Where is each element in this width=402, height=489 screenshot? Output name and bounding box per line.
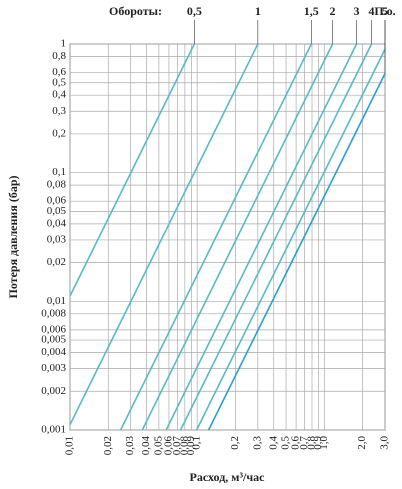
- y-tick-label: 0,6: [52, 66, 66, 78]
- series-label: 2: [330, 4, 336, 18]
- y-tick-label: 0,005: [41, 334, 66, 346]
- x-tick-label: 0,03: [124, 436, 136, 456]
- series-label: 3: [353, 4, 359, 18]
- x-tick-label: 1,0: [318, 436, 330, 450]
- x-tick-label: 0,01: [64, 436, 76, 455]
- y-tick-label: 0,5: [52, 76, 66, 88]
- x-tick-label: 0,06: [162, 436, 174, 456]
- series-label-title: Обороты:: [109, 4, 162, 18]
- y-tick-label: 0,2: [52, 127, 66, 139]
- series-label: П.о.: [374, 4, 395, 18]
- y-tick-label: 0,05: [47, 205, 67, 217]
- y-axis-title: Потеря давления (бар): [6, 175, 20, 298]
- y-tick-label: 0,08: [47, 179, 67, 191]
- plot-frame: [69, 43, 386, 431]
- y-tick-label: 0,01: [47, 295, 66, 307]
- y-tick-label: 0,04: [47, 217, 67, 229]
- x-tick-label: 0,8: [306, 436, 318, 450]
- x-tick-label: 0,2: [229, 436, 241, 450]
- x-tick-label: 0,3: [251, 436, 263, 450]
- y-tick-label: 0,001: [41, 424, 66, 436]
- x-tick-label: 0,6: [290, 436, 302, 450]
- series-line: [179, 43, 373, 431]
- series-line: [69, 43, 259, 426]
- y-tick-label: 0,003: [41, 362, 66, 374]
- y-tick-label: 0,002: [41, 385, 66, 397]
- series-label: 4: [369, 4, 375, 18]
- series-label: 1,5: [304, 4, 319, 18]
- x-tick-label: 0,05: [152, 436, 164, 456]
- series-label: 5: [382, 4, 388, 18]
- x-tick-label: 0,7: [298, 436, 310, 450]
- y-tick-label: 0,008: [41, 307, 66, 319]
- y-tick-label: 0,06: [47, 195, 67, 207]
- x-tick-label: 0,5: [280, 436, 292, 450]
- x-tick-label: 2,0: [356, 436, 368, 450]
- x-tick-label: 0,08: [178, 436, 190, 456]
- x-axis-title: Расход, м³/час: [190, 470, 266, 484]
- series-label: 0,5: [187, 4, 202, 18]
- y-tick-label: 0,006: [41, 323, 66, 335]
- series-line: [69, 43, 196, 297]
- y-tick-label: 0,3: [52, 105, 66, 117]
- y-tick-label: 0,03: [47, 233, 67, 245]
- x-tick-label: 3,0: [379, 436, 391, 450]
- series-label: 1: [255, 4, 261, 18]
- series-line: [207, 73, 386, 431]
- y-tick-label: 0,004: [41, 346, 66, 358]
- x-tick-label: 0,9: [312, 436, 324, 450]
- y-tick-label: 0,8: [52, 50, 66, 62]
- series-line: [195, 48, 386, 431]
- x-tick-label: 0,02: [102, 436, 114, 455]
- x-tick-label: 0,04: [140, 436, 152, 456]
- series-line: [119, 43, 313, 431]
- x-tick-label: 0,1: [191, 436, 203, 450]
- series-line: [141, 43, 334, 431]
- x-tick-label: 0,07: [171, 436, 183, 456]
- x-tick-label: 0,09: [185, 436, 197, 456]
- y-tick-label: 0,1: [52, 166, 66, 178]
- y-tick-label: 1: [61, 38, 67, 50]
- x-tick-label: 0,4: [267, 436, 279, 450]
- y-tick-label: 0,4: [52, 89, 66, 101]
- y-tick-label: 0,02: [47, 256, 66, 268]
- series-line: [165, 43, 358, 431]
